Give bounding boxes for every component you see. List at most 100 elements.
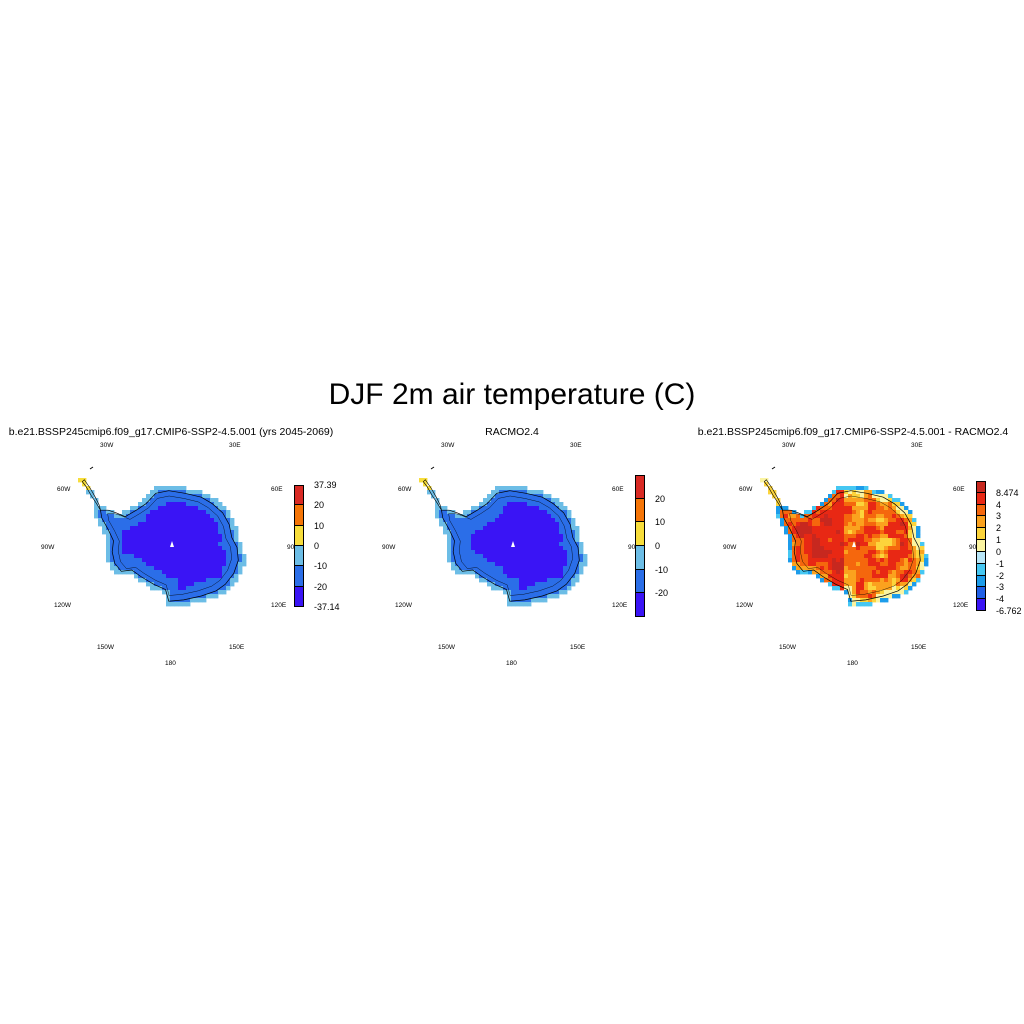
grid-cell xyxy=(555,538,560,543)
grid-cell xyxy=(856,486,861,491)
grid-cell xyxy=(487,578,492,583)
grid-cell xyxy=(94,498,99,503)
grid-cell xyxy=(126,530,131,535)
grid-cell xyxy=(812,538,817,543)
grid-cell xyxy=(214,498,219,503)
grid-cell xyxy=(916,570,921,575)
grid-cell xyxy=(202,506,207,511)
grid-cell xyxy=(102,530,107,535)
grid-cell xyxy=(571,550,576,555)
grid-cell xyxy=(114,522,119,527)
grid-cell xyxy=(812,566,817,571)
grid-cell xyxy=(110,510,115,515)
grid-cell xyxy=(467,514,472,519)
grid-cell xyxy=(555,586,560,591)
grid-cell xyxy=(106,534,111,539)
grid-cell xyxy=(535,578,540,583)
grid-cell xyxy=(503,522,508,527)
grid-cell xyxy=(539,530,544,535)
grid-cell xyxy=(134,542,139,547)
grid-cell xyxy=(170,546,175,551)
grid-cell xyxy=(210,502,215,507)
grid-cell xyxy=(523,550,528,555)
grid-cell xyxy=(788,550,793,555)
grid-cell xyxy=(908,526,913,531)
grid-cell xyxy=(178,522,183,527)
grid-cell xyxy=(106,518,111,523)
grid-cell xyxy=(178,526,183,531)
grid-cell xyxy=(130,550,135,555)
grid-cell xyxy=(214,518,219,523)
grid-cell xyxy=(471,514,476,519)
grid-cell xyxy=(892,506,897,511)
grid-cell xyxy=(190,542,195,547)
grid-cell xyxy=(539,562,544,567)
grid-cell xyxy=(848,562,853,567)
grid-cell xyxy=(451,538,456,543)
grid-cell xyxy=(539,522,544,527)
grid-cell xyxy=(154,570,159,575)
grid-cell xyxy=(904,558,909,563)
grid-cell xyxy=(523,562,528,567)
grid-cell xyxy=(824,554,829,559)
grid-cell xyxy=(515,598,520,603)
grid-cell xyxy=(186,602,191,607)
grid-cell xyxy=(178,558,183,563)
grid-cell xyxy=(916,530,921,535)
grid-cell xyxy=(768,490,773,495)
grid-cell xyxy=(483,542,488,547)
grid-cell xyxy=(519,526,524,531)
grid-cell xyxy=(884,538,889,543)
grid-cell xyxy=(812,522,817,527)
grid-cell xyxy=(447,558,452,563)
grid-cell xyxy=(134,514,139,519)
grid-cell xyxy=(114,514,119,519)
grid-cell xyxy=(788,534,793,539)
grid-cell xyxy=(892,574,897,579)
grid-cell xyxy=(531,534,536,539)
grid-cell xyxy=(563,530,568,535)
grid-cell xyxy=(218,530,223,535)
grid-cell xyxy=(226,586,231,591)
colorbar-box xyxy=(976,528,986,541)
grid-cell xyxy=(832,518,837,523)
grid-cell xyxy=(844,486,849,491)
grid-cell xyxy=(824,522,829,527)
grid-cell xyxy=(154,494,159,499)
grid-cell xyxy=(531,542,536,547)
grid-cell xyxy=(535,590,540,595)
grid-cell xyxy=(864,574,869,579)
grid-cell xyxy=(182,590,187,595)
grid-cell xyxy=(828,502,833,507)
grid-cell xyxy=(158,526,163,531)
grid-cell xyxy=(888,498,893,503)
grid-cell xyxy=(583,562,588,567)
grid-cell xyxy=(864,586,869,591)
grid-cell xyxy=(218,550,223,555)
grid-cell xyxy=(230,550,235,555)
grid-cell xyxy=(527,574,532,579)
grid-cell xyxy=(804,554,809,559)
grid-cell xyxy=(872,570,877,575)
grid-cell xyxy=(824,574,829,579)
grid-cell xyxy=(459,554,464,559)
grid-cell xyxy=(896,534,901,539)
grid-cell xyxy=(142,538,147,543)
grid-cell xyxy=(194,542,199,547)
grid-cell xyxy=(118,562,123,567)
grid-cell xyxy=(122,558,127,563)
grid-cell xyxy=(904,526,909,531)
grid-cell xyxy=(864,510,869,515)
grid-cell xyxy=(511,582,516,587)
grid-cell xyxy=(182,558,187,563)
colorbar-box xyxy=(635,498,645,523)
grid-cell xyxy=(519,578,524,583)
grid-cell xyxy=(206,502,211,507)
grid-cell xyxy=(495,498,500,503)
grid-cell xyxy=(202,534,207,539)
grid-cell xyxy=(194,590,199,595)
grid-cell xyxy=(166,558,171,563)
grid-cell xyxy=(527,550,532,555)
grid-cell xyxy=(844,550,849,555)
grid-cell xyxy=(491,518,496,523)
